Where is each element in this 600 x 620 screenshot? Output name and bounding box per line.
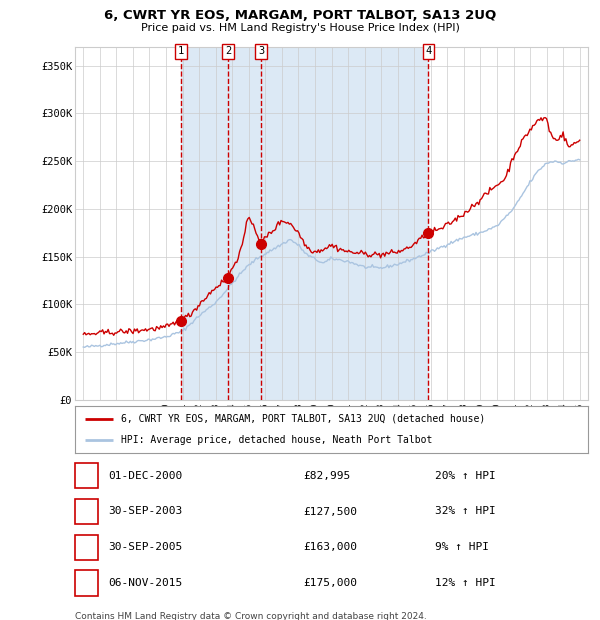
Bar: [181, 46, 428, 400]
Text: 2: 2: [225, 46, 231, 56]
Text: HPI: Average price, detached house, Neath Port Talbot: HPI: Average price, detached house, Neat…: [121, 435, 433, 445]
Text: 3: 3: [258, 46, 264, 56]
Text: 6, CWRT YR EOS, MARGAM, PORT TALBOT, SA13 2UQ (detached house): 6, CWRT YR EOS, MARGAM, PORT TALBOT, SA1…: [121, 414, 485, 423]
Text: 06-NOV-2015: 06-NOV-2015: [108, 578, 182, 588]
Text: 9% ↑ HPI: 9% ↑ HPI: [435, 542, 489, 552]
Text: £127,500: £127,500: [303, 507, 357, 516]
Text: £163,000: £163,000: [303, 542, 357, 552]
Text: 4: 4: [83, 578, 90, 588]
Text: 6, CWRT YR EOS, MARGAM, PORT TALBOT, SA13 2UQ: 6, CWRT YR EOS, MARGAM, PORT TALBOT, SA1…: [104, 9, 496, 22]
Text: 32% ↑ HPI: 32% ↑ HPI: [435, 507, 496, 516]
Text: £175,000: £175,000: [303, 578, 357, 588]
Text: Contains HM Land Registry data © Crown copyright and database right 2024.: Contains HM Land Registry data © Crown c…: [75, 612, 427, 620]
Text: 12% ↑ HPI: 12% ↑ HPI: [435, 578, 496, 588]
Text: 01-DEC-2000: 01-DEC-2000: [108, 471, 182, 480]
Text: 3: 3: [83, 542, 90, 552]
Text: Price paid vs. HM Land Registry's House Price Index (HPI): Price paid vs. HM Land Registry's House …: [140, 23, 460, 33]
Text: 30-SEP-2005: 30-SEP-2005: [108, 542, 182, 552]
Text: 4: 4: [425, 46, 431, 56]
Text: 30-SEP-2003: 30-SEP-2003: [108, 507, 182, 516]
Text: 20% ↑ HPI: 20% ↑ HPI: [435, 471, 496, 480]
Text: 1: 1: [178, 46, 184, 56]
Text: 1: 1: [83, 471, 90, 480]
Text: £82,995: £82,995: [303, 471, 350, 480]
Text: 2: 2: [83, 507, 90, 516]
